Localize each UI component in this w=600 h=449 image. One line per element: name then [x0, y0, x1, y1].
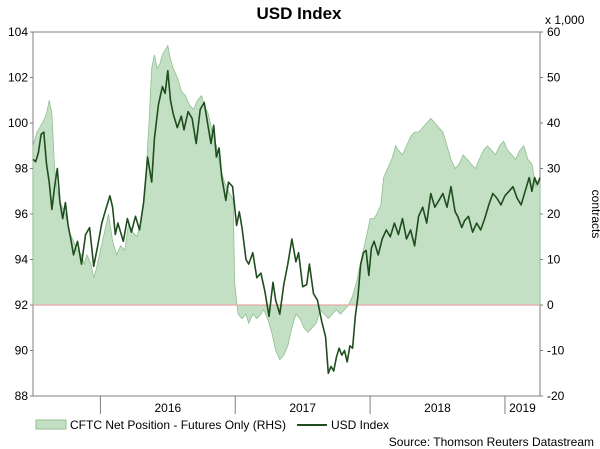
series-cftc-area [32, 44, 541, 361]
right-tick-label: 20 [547, 207, 561, 221]
right-tick-label: 40 [547, 116, 561, 130]
left-tick-label: 88 [15, 389, 29, 403]
right-tick-label: 0 [547, 298, 554, 312]
left-axis-ticks: 88 90 92 94 96 98 100 102 104 [8, 25, 33, 403]
chart-title: USD Index [256, 4, 342, 23]
right-tick-label: 50 [547, 71, 561, 85]
right-axis-label: contracts [589, 190, 600, 239]
left-tick-label: 104 [8, 25, 28, 39]
left-tick-label: 98 [15, 162, 29, 176]
x-tick-label: 2017 [289, 401, 316, 415]
legend-label-usd: USD Index [331, 418, 389, 432]
right-tick-label: 10 [547, 253, 561, 267]
x-axis-ticks: 2016 2017 2018 2019 [99, 396, 536, 415]
plot-area [32, 31, 541, 397]
source-note: Source: Thomson Reuters Datastream [389, 435, 594, 449]
left-tick-label: 100 [8, 116, 28, 130]
left-tick-label: 92 [15, 298, 29, 312]
right-tick-label: -20 [547, 389, 565, 403]
x-tick-label: 2019 [509, 401, 536, 415]
legend-label-cftc: CFTC Net Position - Futures Only (RHS) [70, 418, 286, 432]
series-usd-index-line [32, 69, 541, 375]
left-tick-label: 94 [15, 253, 29, 267]
right-tick-label: -10 [547, 344, 565, 358]
x-tick-label: 2018 [424, 401, 451, 415]
right-axis-ticks: -20 -10 0 10 20 30 40 50 60 [540, 25, 565, 403]
left-tick-label: 90 [15, 344, 29, 358]
legend: CFTC Net Position - Futures Only (RHS) U… [35, 418, 389, 432]
left-tick-label: 102 [8, 71, 28, 85]
legend-swatch-cftc [35, 419, 67, 430]
right-tick-label: 60 [547, 25, 561, 39]
left-tick-label: 96 [15, 207, 29, 221]
right-tick-label: 30 [547, 162, 561, 176]
right-axis-multiplier: x 1,000 [545, 13, 585, 27]
x-tick-label: 2016 [154, 401, 181, 415]
